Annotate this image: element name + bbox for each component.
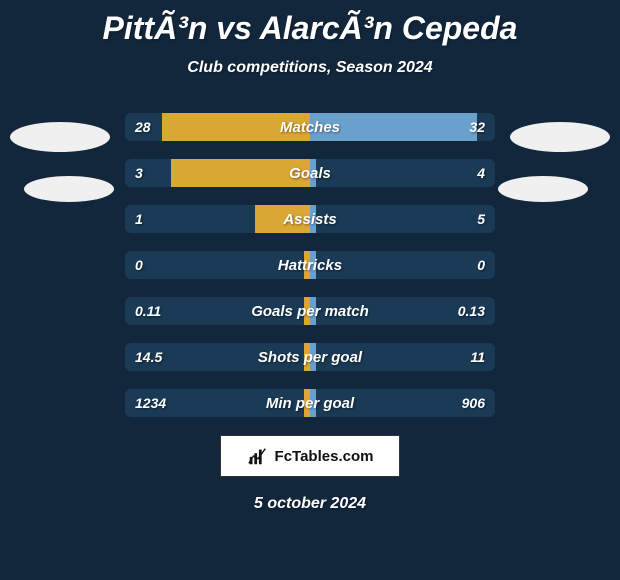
stat-value-right: 11	[460, 343, 495, 371]
player-left-avatar-1	[10, 122, 110, 152]
stat-row: Goals per match0.110.13	[125, 297, 495, 325]
stat-row: Shots per goal14.511	[125, 343, 495, 371]
comparison-card: PittÃ³n vs AlarcÃ³n Cepeda Club competit…	[0, 0, 620, 580]
subtitle: Club competitions, Season 2024	[0, 59, 620, 77]
stat-value-left: 0	[125, 251, 153, 279]
stat-value-right: 4	[467, 159, 495, 187]
stat-value-right: 5	[467, 205, 495, 233]
stat-value-left: 28	[125, 113, 161, 141]
stat-value-left: 1	[125, 205, 153, 233]
source-logo[interactable]: FcTables.com	[220, 435, 400, 477]
page-title: PittÃ³n vs AlarcÃ³n Cepeda	[0, 0, 620, 47]
stat-value-right: 0	[467, 251, 495, 279]
date-label: 5 october 2024	[0, 495, 620, 513]
stat-value-right: 906	[452, 389, 495, 417]
logo-text: FcTables.com	[275, 448, 374, 465]
stat-row: Assists15	[125, 205, 495, 233]
stat-value-left: 1234	[125, 389, 176, 417]
stat-row: Goals34	[125, 159, 495, 187]
stat-value-right: 0.13	[448, 297, 495, 325]
stat-value-left: 0.11	[125, 297, 171, 325]
stat-row: Min per goal1234906	[125, 389, 495, 417]
chart-icon	[247, 445, 269, 467]
stat-row: Matches2832	[125, 113, 495, 141]
player-right-avatar-2	[498, 176, 588, 202]
player-left-avatar-2	[24, 176, 114, 202]
player-right-avatar-1	[510, 122, 610, 152]
stat-value-left: 3	[125, 159, 153, 187]
stat-row: Hattricks00	[125, 251, 495, 279]
stat-value-right: 32	[459, 113, 495, 141]
stat-value-left: 14.5	[125, 343, 172, 371]
comparison-bars: Matches2832Goals34Assists15Hattricks00Go…	[125, 113, 495, 417]
